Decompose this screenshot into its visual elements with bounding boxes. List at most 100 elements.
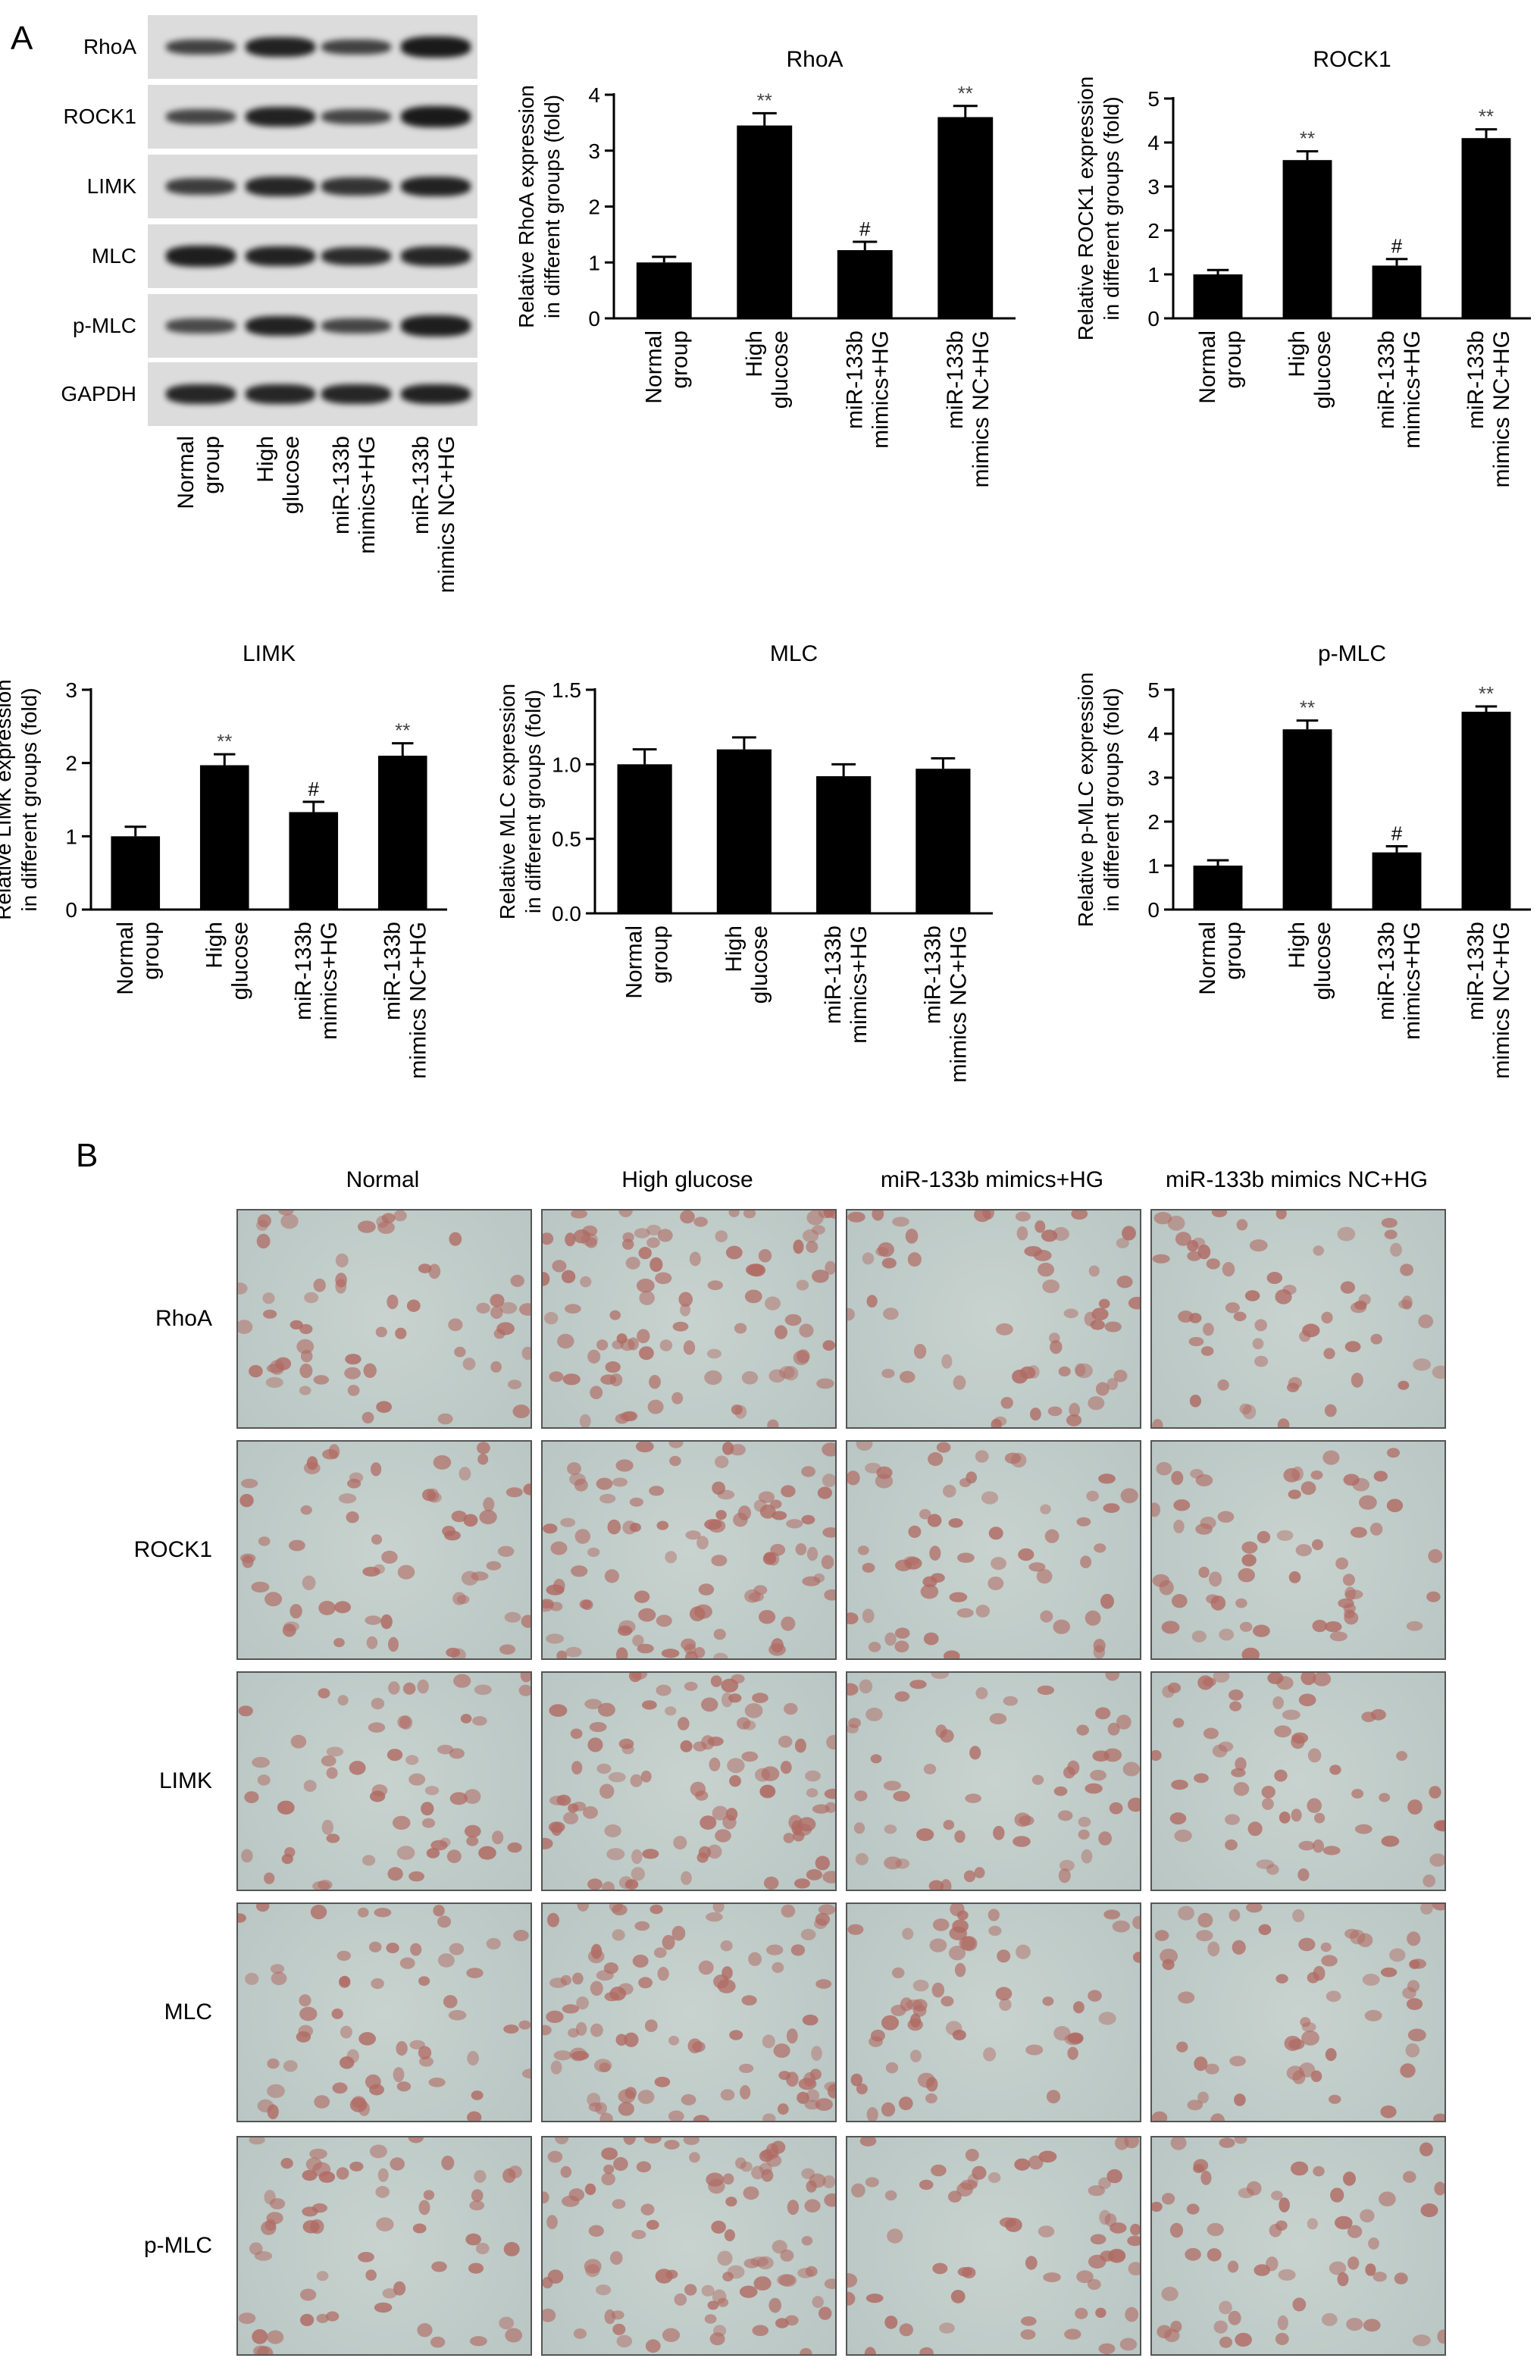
stained-cell — [684, 2284, 697, 2296]
stained-cell — [549, 1978, 567, 1988]
stained-cell — [609, 1904, 623, 1913]
stained-cell — [1437, 2329, 1445, 2344]
blot-band — [401, 105, 471, 128]
stained-cell — [607, 1519, 621, 1535]
stained-cell — [588, 2102, 603, 2112]
stained-cell — [376, 1401, 392, 1413]
stained-cell — [596, 1339, 609, 1351]
stained-cell — [574, 1529, 590, 1544]
stained-cell — [969, 1746, 981, 1760]
stained-cell — [382, 2288, 397, 2299]
stained-cell — [1050, 1340, 1063, 1354]
micrograph-cells — [238, 1210, 531, 1425]
stained-cell — [891, 1967, 905, 1978]
stained-cell — [625, 1257, 640, 1270]
x-category-label: miR-133bmimics NC+HG — [1463, 922, 1514, 1079]
stained-cell — [599, 1783, 615, 1799]
significance-marker: ** — [1300, 127, 1315, 150]
stained-cell — [1132, 1915, 1140, 1930]
stained-cell — [1170, 2137, 1187, 2150]
stained-cell — [471, 2189, 484, 2203]
stained-cell — [377, 2168, 389, 2182]
stained-cell — [340, 2056, 355, 2069]
stained-cell — [948, 1946, 966, 1961]
stained-cell — [590, 2023, 603, 2037]
micrograph-image — [1150, 1440, 1446, 1660]
stained-cell — [596, 1763, 612, 1774]
stained-cell — [1412, 2335, 1431, 2347]
stained-cell — [1038, 2150, 1057, 2163]
stained-cell — [775, 1325, 787, 1339]
stained-cell — [290, 1734, 307, 1749]
stained-cell — [816, 1378, 834, 1389]
stained-cell — [975, 1450, 989, 1463]
stained-cell — [1241, 1554, 1257, 1567]
x-category-label-line: group — [667, 330, 692, 389]
stained-cell — [304, 1292, 319, 1304]
stained-cell — [1217, 1511, 1235, 1523]
stained-cell — [1098, 1473, 1116, 1484]
stained-cell — [1274, 1725, 1291, 1738]
x-category-label-line: miR-133b — [1463, 330, 1488, 429]
stained-cell — [1059, 1859, 1075, 1871]
stained-cell — [569, 1473, 586, 1486]
stained-cell — [344, 1367, 361, 1379]
stained-cell — [1266, 1864, 1279, 1875]
stained-cell — [777, 2103, 789, 2115]
stained-cell — [1188, 1336, 1204, 1347]
stained-cell — [815, 2098, 833, 2111]
stained-cell — [1173, 1520, 1185, 1533]
stained-cell — [1167, 1215, 1185, 1231]
stained-cell — [543, 1599, 554, 1609]
stained-cell — [1262, 1798, 1274, 1810]
stained-cell — [492, 1830, 504, 1845]
stained-cell — [483, 1497, 495, 1512]
y-axis-label-line: in different groups (fold) — [1100, 96, 1123, 320]
stained-cell — [1128, 1296, 1140, 1310]
stained-cell — [902, 1927, 914, 1940]
stained-cell — [1307, 1798, 1322, 1813]
stained-cell — [1298, 1840, 1315, 1851]
stained-cell — [685, 1530, 701, 1540]
stained-cell — [325, 2311, 340, 2322]
stained-cell — [1313, 1245, 1324, 1256]
bar — [111, 836, 161, 910]
stained-cell — [847, 1211, 865, 1223]
stained-cell — [853, 1822, 865, 1834]
stained-cell — [759, 1784, 776, 1799]
stained-cell — [1278, 2269, 1296, 2281]
stained-cell — [477, 1453, 489, 1465]
blot-band — [321, 39, 391, 55]
stained-cell — [1312, 1539, 1323, 1551]
bar — [617, 764, 672, 913]
stained-cell — [1322, 1846, 1341, 1855]
stained-cell — [1185, 2247, 1201, 2261]
micrograph-cells — [238, 1904, 531, 2121]
stained-cell — [825, 1260, 835, 1275]
stained-cell — [806, 2089, 820, 2103]
stained-cell — [794, 1878, 810, 1889]
stained-cell — [1321, 2313, 1338, 2326]
stained-cell — [1335, 1557, 1348, 1570]
x-category-label: Normalgroup — [622, 925, 673, 999]
stained-cell — [950, 1904, 965, 1917]
stained-cell — [765, 2154, 782, 2167]
stained-cell — [636, 1278, 655, 1293]
stained-cell — [931, 1673, 950, 1680]
stained-cell — [1241, 1541, 1258, 1554]
stained-cell — [762, 1552, 777, 1565]
x-category-label-line: High — [1285, 330, 1310, 377]
stained-cell — [567, 1462, 581, 1476]
stained-cell — [302, 2220, 320, 2234]
stained-cell — [642, 1700, 657, 1710]
x-category-label: miR-133bmimics+HG — [1374, 330, 1425, 449]
stained-cell — [1218, 1741, 1234, 1752]
stained-cell — [1364, 2009, 1382, 2021]
stained-cell — [770, 1499, 782, 1509]
stained-cell — [1209, 1571, 1222, 1587]
stained-cell — [405, 1755, 419, 1765]
stained-cell — [1295, 1544, 1312, 1557]
micrograph-image — [236, 1440, 532, 1660]
stained-cell — [801, 2236, 813, 2246]
stained-cell — [1088, 1990, 1102, 2002]
